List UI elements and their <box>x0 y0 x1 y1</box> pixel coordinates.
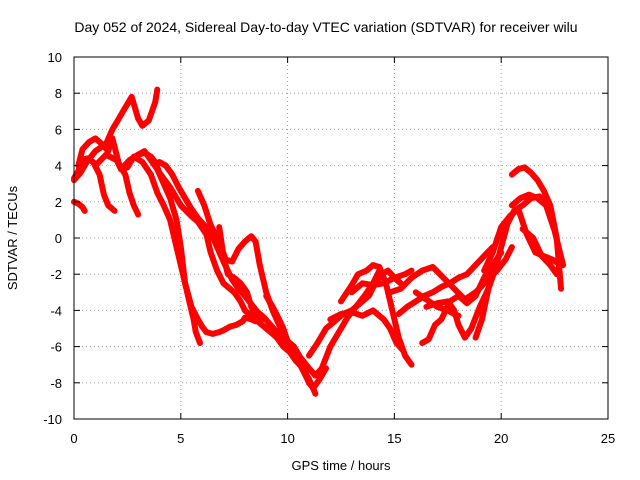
x-axis-ticks: 0 5 10 15 20 25 <box>70 57 615 446</box>
series-sat-14 <box>338 262 415 368</box>
series-sat-7 <box>135 148 265 337</box>
series-sat-15 <box>348 267 415 296</box>
y-axis-ticks: -10 -8 -6 -4 -2 0 2 4 6 8 10 <box>43 50 608 427</box>
x-tick-label: 0 <box>70 431 77 446</box>
y-tick-label: 6 <box>55 122 62 137</box>
series-layer <box>71 86 567 397</box>
series-sat-16 <box>395 244 496 317</box>
y-axis-label: SDTVAR / TECUs <box>5 185 20 290</box>
y-tick-label: 8 <box>55 86 62 101</box>
y-tick-label: 4 <box>55 159 62 174</box>
y-tick-label: 0 <box>55 231 62 246</box>
series-sat-13 <box>327 307 406 354</box>
series-sat-10 <box>216 224 261 323</box>
series-sat-19 <box>423 285 492 341</box>
x-tick-label: 20 <box>494 431 508 446</box>
x-tick-label: 10 <box>280 431 294 446</box>
y-tick-label: -8 <box>50 376 62 391</box>
x-axis-label: GPS time / hours <box>292 458 391 473</box>
y-tick-label: 2 <box>55 195 62 210</box>
y-tick-label: 10 <box>48 50 62 65</box>
x-tick-label: 25 <box>601 431 615 446</box>
series-sat-1 <box>71 198 88 214</box>
series-sat-4 <box>75 135 142 218</box>
series-sat-9 <box>194 187 312 386</box>
series-sat-24 <box>508 191 567 269</box>
y-tick-label: -10 <box>43 412 62 427</box>
x-tick-label: 15 <box>387 431 401 446</box>
y-tick-label: -4 <box>50 303 62 318</box>
x-tick-label: 5 <box>177 431 184 446</box>
y-tick-label: -2 <box>50 267 62 282</box>
chart-title: Day 052 of 2024, Sidereal Day-to-day VTE… <box>74 19 577 35</box>
y-tick-label: -6 <box>50 340 62 355</box>
series-sat-22 <box>481 206 564 274</box>
series-sat-20 <box>419 249 505 346</box>
series-sat-25 <box>519 225 564 278</box>
series-sat-12 <box>306 267 404 359</box>
series-sat-5 <box>92 151 203 346</box>
